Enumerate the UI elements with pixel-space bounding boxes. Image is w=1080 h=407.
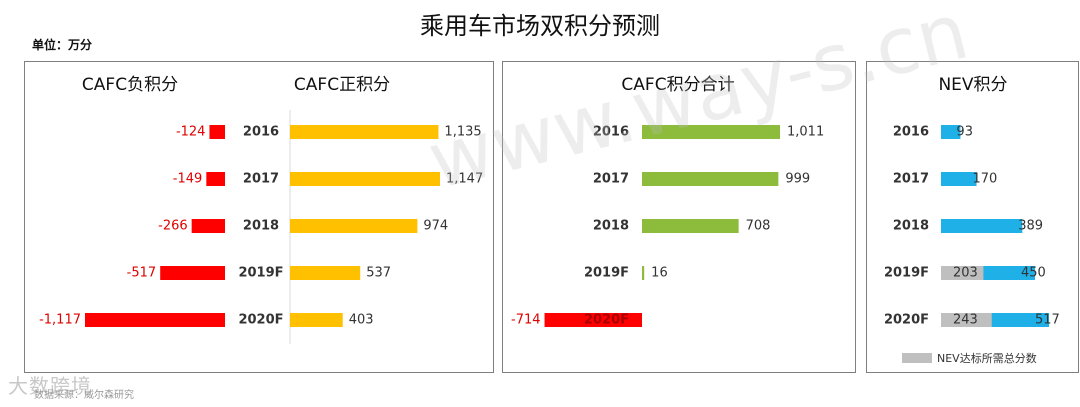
positive-bar <box>290 125 439 139</box>
negative-value-label: -1,117 <box>39 313 81 328</box>
total-value-label: 16 <box>651 266 668 281</box>
positive-bar <box>290 219 418 233</box>
source-note: 数据来源：威尔森研究 <box>34 390 134 401</box>
watermark-logo: 大数跨境 <box>8 374 92 398</box>
year-label: 2018 <box>893 219 929 234</box>
positive-bar <box>290 172 440 186</box>
negative-bar <box>206 172 225 186</box>
nev-required-label: 243 <box>953 313 978 328</box>
year-label: 2017 <box>893 172 929 187</box>
cafc-chart-svg: CAFC负积分 CAFC正积分 -124 2016 1,135 -149 2017 1,147… <box>39 75 483 344</box>
positive-value-label: 1,135 <box>444 125 481 140</box>
year-label: 2018 <box>243 219 279 234</box>
positive-value-label: 403 <box>349 313 374 328</box>
total-bar <box>642 125 780 139</box>
nev-chart-title: NEV积分 <box>938 75 1007 95</box>
nev-chart-svg: NEV积分 2016 93 2017 170 2018 389 2019F 203 450 2020… <box>884 75 1060 365</box>
year-label: 2016 <box>893 125 929 140</box>
legend-swatch <box>902 353 932 363</box>
nev-required-bar <box>941 266 984 280</box>
chart-title: 乘用车市场双积分预测 <box>420 12 660 40</box>
positive-value-label: 974 <box>423 219 448 234</box>
nev-bar <box>941 219 1023 233</box>
positive-chart-title: CAFC正积分 <box>294 75 390 95</box>
year-label: 2019F <box>238 266 283 281</box>
nev-value-label: 450 <box>1021 266 1046 281</box>
negative-value-label: -266 <box>158 219 188 234</box>
nev-bar <box>941 172 977 186</box>
nev-value-label: 517 <box>1035 313 1060 328</box>
positive-value-label: 1,147 <box>446 172 483 187</box>
year-label: 2016 <box>593 125 629 140</box>
negative-chart-title: CAFC负积分 <box>82 75 178 95</box>
total-bar <box>544 313 642 327</box>
unit-label: 单位：万分 <box>32 38 93 52</box>
total-value-label: 1,011 <box>787 125 824 140</box>
negative-value-label: -517 <box>127 266 157 281</box>
cafc-total-panel: CAFC积分合计 1,011 2016 999 2017 708 2018 16 2019F -7… <box>502 61 856 373</box>
total-bar <box>642 219 739 233</box>
year-label: 2020F <box>884 313 929 328</box>
year-label: 2019F <box>884 266 929 281</box>
negative-bar <box>160 266 225 280</box>
total-value-label: 999 <box>785 172 810 187</box>
nev-value-label: 170 <box>973 172 998 187</box>
positive-bar <box>290 313 343 327</box>
negative-bar <box>191 219 225 233</box>
negative-value-label: -149 <box>173 172 203 187</box>
total-bar <box>642 266 645 280</box>
nev-panel: NEV积分 2016 93 2017 170 2018 389 2019F 203 450 2020… <box>866 61 1079 373</box>
cafc-panel: CAFC负积分 CAFC正积分 -124 2016 1,135 -149 2017 1,147… <box>24 61 494 373</box>
nev-required-bar <box>941 313 992 327</box>
negative-value-label: -124 <box>176 125 206 140</box>
positive-value-label: 537 <box>366 266 391 281</box>
total-bar <box>642 172 779 186</box>
year-label: 2018 <box>593 219 629 234</box>
year-label: 2017 <box>243 172 279 187</box>
positive-bar <box>290 266 361 280</box>
total-value-label: 708 <box>746 219 771 234</box>
year-label: 2020F <box>584 313 629 328</box>
year-label: 2016 <box>243 125 279 140</box>
year-label: 2017 <box>593 172 629 187</box>
year-label: 2020F <box>238 313 283 328</box>
nev-bar <box>941 125 961 139</box>
negative-bar <box>209 125 225 139</box>
negative-bar <box>85 313 225 327</box>
cafc-total-chart-svg: CAFC积分合计 1,011 2016 999 2017 708 2018 16 2019F -7… <box>511 75 824 328</box>
nev-value-label: 389 <box>1018 219 1043 234</box>
nev-value-label: 93 <box>956 125 973 140</box>
legend-label: NEV达标所需总分数 <box>937 351 1037 365</box>
nev-required-label: 203 <box>953 266 978 281</box>
total-value-label: -714 <box>511 313 541 328</box>
total-chart-title: CAFC积分合计 <box>621 75 734 95</box>
year-label: 2019F <box>584 266 629 281</box>
